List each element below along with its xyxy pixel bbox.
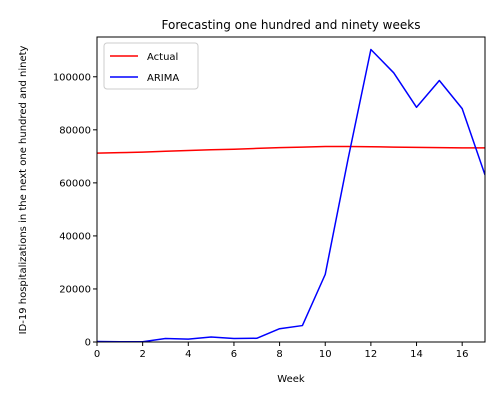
x-axis-label: Week <box>277 374 305 385</box>
x-tick-label: 16 <box>456 349 469 360</box>
y-tick-label: 40000 <box>59 231 91 242</box>
legend-label-arima: ARIMA <box>147 73 179 84</box>
x-tick-label: 8 <box>276 349 282 360</box>
x-tick-label: 10 <box>319 349 332 360</box>
y-tick-label: 60000 <box>59 178 91 189</box>
y-axis-label: ID-19 hospitalizations in the next one h… <box>18 45 29 334</box>
legend-label-actual: Actual <box>147 52 178 63</box>
series-line-arima <box>97 48 485 342</box>
plot-area: 0 2 4 6 8 10 12 14 16 0 20000 40000 60000 80000 10000… <box>53 36 486 360</box>
y-tick-label: 100000 <box>53 72 91 83</box>
x-tick-label: 6 <box>231 349 237 360</box>
x-axis-ticks: 0 2 4 6 8 10 12 14 16 <box>94 342 469 360</box>
plot-frame <box>96 36 486 343</box>
x-tick-label: 14 <box>410 349 423 360</box>
x-tick-label: 4 <box>185 349 191 360</box>
x-tick-label: 0 <box>94 349 100 360</box>
y-tick-label: 0 <box>85 338 91 349</box>
x-tick-label: 2 <box>139 349 145 360</box>
y-tick-label: 80000 <box>59 125 91 136</box>
y-tick-label: 20000 <box>59 284 91 295</box>
chart-title: Forecasting one hundred and ninety weeks <box>162 18 421 32</box>
x-tick-label: 12 <box>365 349 378 360</box>
legend: Actual ARIMA <box>103 42 199 90</box>
series-layer <box>97 48 485 342</box>
series-line-actual <box>97 145 485 154</box>
y-axis-ticks: 0 20000 40000 60000 80000 100000 <box>53 72 97 349</box>
